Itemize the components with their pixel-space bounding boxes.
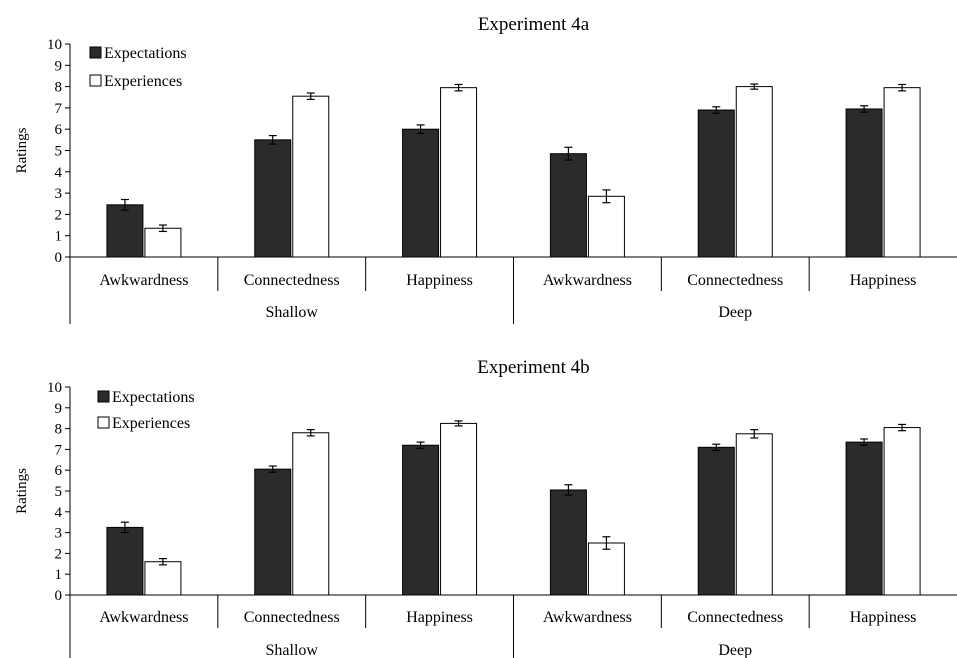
bar-experiences bbox=[883, 427, 921, 596]
bar-experiences bbox=[292, 432, 330, 596]
bar-experiences bbox=[144, 561, 182, 596]
x-category-label: Awkwardness bbox=[99, 609, 188, 626]
bar-expectations bbox=[402, 444, 440, 596]
y-axis-label: Ratings bbox=[14, 468, 30, 514]
y-tick-label: 9 bbox=[55, 401, 63, 417]
bar-expectations bbox=[254, 468, 292, 596]
y-axis-label: Ratings bbox=[14, 127, 30, 173]
x-category-label: Awkwardness bbox=[99, 272, 188, 289]
x-group-label: Shallow bbox=[266, 642, 319, 658]
legend-label: Experiences bbox=[112, 415, 190, 432]
bar-expectations bbox=[402, 128, 440, 258]
y-tick-label: 8 bbox=[55, 80, 63, 96]
x-category-label: Connectedness bbox=[244, 272, 340, 289]
bar-expectations bbox=[106, 204, 144, 258]
x-category-label: Happiness bbox=[850, 272, 917, 289]
y-tick-label: 1 bbox=[55, 567, 63, 583]
x-category-label: Happiness bbox=[850, 609, 917, 626]
x-category-label: Happiness bbox=[406, 272, 473, 289]
y-tick-label: 1 bbox=[55, 229, 63, 245]
bar-expectations bbox=[106, 526, 144, 596]
legend-swatch-expectations bbox=[89, 46, 102, 59]
bar-expectations bbox=[697, 446, 735, 596]
legend-label: Experiences bbox=[104, 73, 182, 90]
bar-experiences bbox=[587, 195, 625, 258]
bar-expectations bbox=[254, 139, 292, 258]
bar-experiences bbox=[292, 95, 330, 258]
x-category-label: Connectedness bbox=[687, 609, 783, 626]
y-tick-label: 7 bbox=[55, 101, 63, 117]
chart-panel-2: Experiment 4b Ratings 0 1 2 3 4 5 6 7 8 9 10 Awkwardn… bbox=[14, 357, 957, 658]
y-tick-label: 6 bbox=[55, 463, 63, 479]
x-group-label: Shallow bbox=[266, 304, 319, 321]
y-tick-label: 4 bbox=[55, 505, 63, 521]
bar-experiences bbox=[440, 87, 478, 258]
legend-swatch-experiences bbox=[97, 416, 110, 429]
y-tick-label: 4 bbox=[55, 165, 63, 181]
x-category-label: Awkwardness bbox=[543, 272, 632, 289]
y-tick-label: 5 bbox=[55, 144, 63, 160]
x-category-label: Connectedness bbox=[244, 609, 340, 626]
legend-swatch-experiences bbox=[89, 74, 102, 87]
bar-expectations bbox=[697, 109, 735, 258]
bar-expectations bbox=[549, 153, 587, 258]
bar-experiences bbox=[440, 422, 478, 596]
legend-swatch-expectations bbox=[97, 390, 110, 403]
y-tick-label: 7 bbox=[55, 442, 63, 458]
bar-experiences bbox=[144, 227, 182, 258]
y-tick-label: 3 bbox=[55, 526, 63, 542]
y-tick-label: 3 bbox=[55, 186, 63, 202]
y-tick-label: 5 bbox=[55, 484, 63, 500]
y-tick-label: 2 bbox=[55, 207, 63, 223]
y-tick-label: 8 bbox=[55, 422, 63, 438]
bar-experiences bbox=[587, 542, 625, 596]
x-category-label: Awkwardness bbox=[543, 609, 632, 626]
bar-expectations bbox=[845, 108, 883, 258]
bar-experiences bbox=[735, 86, 773, 258]
bar-expectations bbox=[549, 489, 587, 596]
bar-experiences bbox=[883, 87, 921, 258]
x-category-label: Connectedness bbox=[687, 272, 783, 289]
chart-title: Experiment 4a bbox=[478, 14, 590, 35]
y-tick-label: 9 bbox=[55, 58, 63, 74]
y-tick-label: 6 bbox=[55, 122, 63, 138]
legend-label: Expectations bbox=[112, 389, 195, 406]
x-group-label: Deep bbox=[718, 304, 752, 321]
legend-label: Expectations bbox=[104, 45, 187, 62]
y-tick-label: 2 bbox=[55, 546, 63, 562]
x-group-label: Deep bbox=[718, 642, 752, 658]
bar-expectations bbox=[845, 441, 883, 596]
x-category-label: Happiness bbox=[406, 609, 473, 626]
y-tick-label: 10 bbox=[47, 380, 62, 396]
y-tick-label: 0 bbox=[55, 588, 63, 604]
chart-title: Experiment 4b bbox=[477, 357, 589, 378]
bar-experiences bbox=[735, 433, 773, 596]
y-tick-label: 0 bbox=[55, 250, 63, 266]
chart-panel-1: Experiment 4a Ratings 0 1 2 3 4 5 6 7 8 9 10 Awkwardn… bbox=[14, 14, 957, 324]
y-tick-label: 10 bbox=[47, 37, 62, 53]
